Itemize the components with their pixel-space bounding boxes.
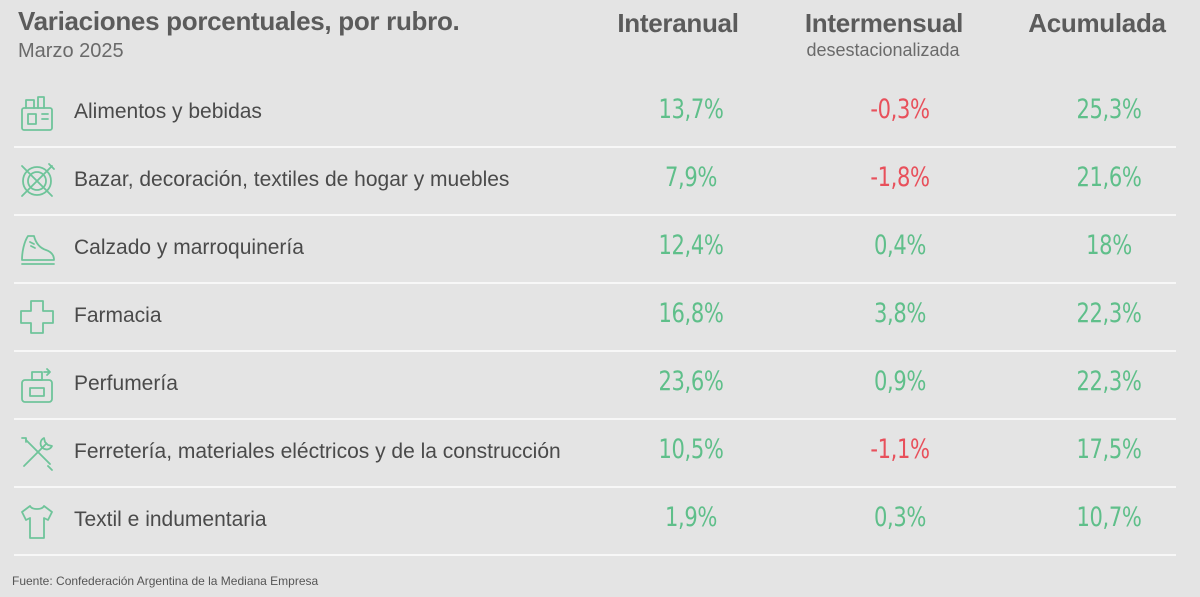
row-label: Ferretería, materiales eléctricos y de l… <box>74 440 561 463</box>
cell-acumulada: 10,7% <box>1076 502 1142 533</box>
table-row: Farmacia 16,8% 3,8% 22,3% <box>14 284 1176 352</box>
data-table: Alimentos y bebidas 13,7% -0,3% 25,3% Bazar,… <box>14 80 1176 556</box>
perfume-icon <box>16 364 58 406</box>
row-label: Calzado y marroquinería <box>74 236 304 259</box>
plate-cutlery-icon <box>16 160 58 202</box>
table-row: Alimentos y bebidas 13,7% -0,3% 25,3% <box>14 80 1176 148</box>
cell-acumulada: 25,3% <box>1076 94 1142 125</box>
cell-intermensual: -0,3% <box>870 94 930 125</box>
cell-interanual: 1,9% <box>665 502 717 533</box>
shirt-icon <box>16 500 58 542</box>
shoe-icon <box>16 228 58 270</box>
cell-intermensual: -1,1% <box>870 434 930 465</box>
row-label: Perfumería <box>74 372 178 395</box>
table-row: Ferretería, materiales eléctricos y de l… <box>14 420 1176 488</box>
row-label: Textil e indumentaria <box>74 508 267 531</box>
cell-intermensual: -1,8% <box>870 162 930 193</box>
cell-interanual: 12,4% <box>658 230 724 261</box>
chart-title: Variaciones porcentuales, por rubro. <box>18 6 460 36</box>
chart-subtitle: Marzo 2025 <box>18 40 124 62</box>
source-note: Fuente: Confederación Argentina de la Me… <box>12 574 319 588</box>
cell-interanual: 16,8% <box>658 298 724 329</box>
cell-interanual: 7,9% <box>665 162 717 193</box>
cell-acumulada: 18% <box>1086 230 1132 261</box>
column-header-intermensual-sub: desestacionalizada <box>806 40 960 60</box>
medical-cross-icon <box>16 296 58 338</box>
row-label: Bazar, decoración, textiles de hogar y m… <box>74 168 510 191</box>
cell-intermensual: 3,8% <box>874 298 926 329</box>
tools-icon <box>16 432 58 474</box>
cell-interanual: 10,5% <box>658 434 724 465</box>
cell-acumulada: 21,6% <box>1076 162 1142 193</box>
cell-intermensual: 0,4% <box>874 230 926 261</box>
cell-acumulada: 17,5% <box>1076 434 1142 465</box>
cell-acumulada: 22,3% <box>1076 298 1142 329</box>
cell-intermensual: 0,9% <box>874 366 926 397</box>
cell-intermensual: 0,3% <box>874 502 926 533</box>
cell-interanual: 23,6% <box>658 366 724 397</box>
row-label: Alimentos y bebidas <box>74 100 262 123</box>
cell-acumulada: 22,3% <box>1076 366 1142 397</box>
table-row: Textil e indumentaria 1,9% 0,3% 10,7% <box>14 488 1176 556</box>
column-header-interanual: Interanual <box>617 8 739 38</box>
cell-interanual: 13,7% <box>658 94 724 125</box>
grocery-icon <box>16 92 58 134</box>
table-row: Perfumería 23,6% 0,9% 22,3% <box>14 352 1176 420</box>
row-label: Farmacia <box>74 304 162 327</box>
table-row: Calzado y marroquinería 12,4% 0,4% 18% <box>14 216 1176 284</box>
column-header-intermensual: Intermensual <box>804 8 964 38</box>
table-row: Bazar, decoración, textiles de hogar y m… <box>14 148 1176 216</box>
column-header-acumulada: Acumulada <box>1028 8 1166 38</box>
